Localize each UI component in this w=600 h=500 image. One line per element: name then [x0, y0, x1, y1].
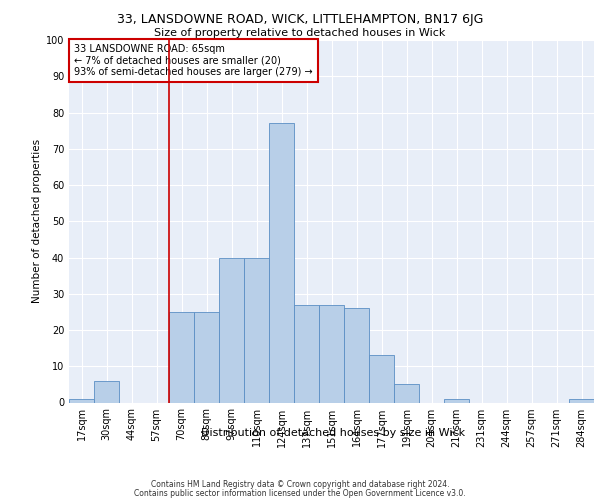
Bar [94, 381, 119, 402]
Text: Contains HM Land Registry data © Crown copyright and database right 2024.: Contains HM Land Registry data © Crown c… [151, 480, 449, 489]
Bar [319, 304, 344, 402]
Bar [244, 258, 269, 402]
Y-axis label: Number of detached properties: Number of detached properties [32, 139, 41, 304]
Bar [194, 312, 219, 402]
Bar [569, 399, 594, 402]
Bar [444, 399, 469, 402]
Bar [344, 308, 369, 402]
Bar [269, 124, 294, 402]
Text: 33 LANSDOWNE ROAD: 65sqm
← 7% of detached houses are smaller (20)
93% of semi-de: 33 LANSDOWNE ROAD: 65sqm ← 7% of detache… [74, 44, 313, 77]
Bar [394, 384, 419, 402]
Bar [69, 399, 94, 402]
Text: 33, LANSDOWNE ROAD, WICK, LITTLEHAMPTON, BN17 6JG: 33, LANSDOWNE ROAD, WICK, LITTLEHAMPTON,… [117, 12, 483, 26]
Bar [169, 312, 194, 402]
Text: Size of property relative to detached houses in Wick: Size of property relative to detached ho… [154, 28, 446, 38]
Text: Distribution of detached houses by size in Wick: Distribution of detached houses by size … [201, 428, 465, 438]
Bar [369, 356, 394, 403]
Bar [219, 258, 244, 402]
Text: Contains public sector information licensed under the Open Government Licence v3: Contains public sector information licen… [134, 488, 466, 498]
Bar [294, 304, 319, 402]
